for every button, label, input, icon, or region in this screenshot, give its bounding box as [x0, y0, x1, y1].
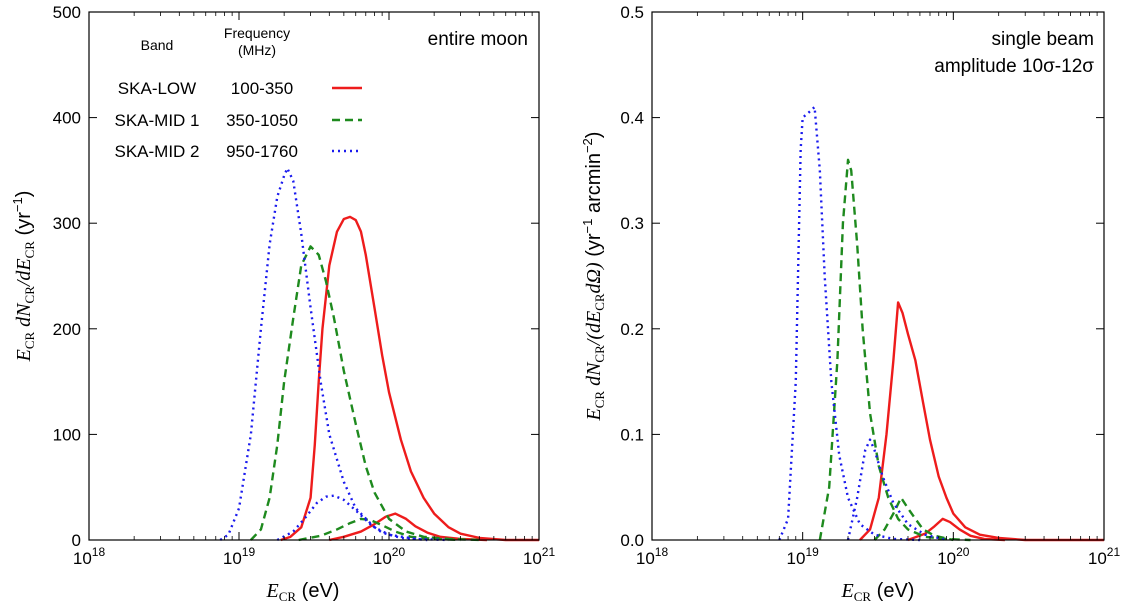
- legend-band-label: SKA-MID 2: [114, 142, 199, 161]
- x-tick-label: 1019: [787, 545, 820, 568]
- legend-frequency-label: 950-1760: [226, 142, 298, 161]
- y-axis-label: ECR dNCR/dECR (yr−1): [10, 191, 37, 363]
- x-axis-subscript: CR: [854, 589, 872, 604]
- tick-layer: 1018 1019 1020 1021 0 100 200 300 400 500: [53, 3, 556, 568]
- x-axis-label: ECR (eV): [841, 580, 915, 604]
- panel-single-beam: 1018 1019 1020 1021 0.0 0.1 0.2 0.3 0.4 0.5 singl…: [580, 3, 1120, 604]
- panel-label-line2: amplitude 10σ-12σ: [934, 56, 1094, 77]
- x-tick-label: 1020: [373, 545, 406, 568]
- legend-frequency-label: 350-1050: [226, 111, 298, 130]
- x-axis-symbol: E: [841, 580, 854, 602]
- panel-label: entire moon: [428, 29, 528, 50]
- y-tick-label: 300: [53, 214, 81, 233]
- x-tick-label: 1019: [223, 545, 256, 568]
- y-tick-label: 0: [72, 531, 81, 550]
- y-tick-label: 200: [53, 320, 81, 339]
- x-tick-label: 1021: [523, 545, 556, 568]
- panel-label-line1: single beam: [992, 29, 1094, 50]
- y-tick-label: 0.5: [620, 3, 644, 22]
- x-tick-label: 1018: [636, 545, 669, 568]
- legend-header-unit: (MHz): [238, 42, 276, 58]
- x-axis-label: ECR (eV): [266, 580, 340, 604]
- series-line-ska-mid-2: [846, 438, 947, 542]
- legend-header-band: Band: [141, 37, 174, 53]
- x-axis-symbol: E: [266, 580, 279, 602]
- legend-header-frequency: Frequency: [224, 25, 290, 41]
- series-line-ska-mid-1: [818, 158, 971, 542]
- series-line-ska-low: [859, 301, 1104, 542]
- series-line-ska-mid-1: [873, 496, 954, 542]
- y-tick-label: 500: [53, 3, 81, 22]
- x-axis-unit: (eV): [871, 580, 914, 602]
- tick-layer: 1018 1019 1020 1021 0.0 0.1 0.2 0.3 0.4 0.5: [620, 3, 1120, 568]
- y-tick-label: 0.1: [620, 425, 644, 444]
- y-tick-label: 100: [53, 425, 81, 444]
- series-line-ska-mid-2: [276, 494, 428, 542]
- series-line-ska-low: [329, 512, 488, 542]
- series-line-ska-mid-1: [250, 245, 480, 542]
- y-tick-label: 0.0: [620, 531, 644, 550]
- y-tick-label: 400: [53, 109, 81, 128]
- x-axis-subscript: CR: [279, 589, 297, 604]
- x-axis-unit: (eV): [296, 580, 339, 602]
- plot-frame: [651, 11, 1105, 541]
- x-tick-label: 1021: [1088, 545, 1121, 568]
- y-axis-label: ECR dNCR/(dECRdΩ) (yr−1 arcmin−2): [580, 132, 607, 422]
- panel-entire-moon: 1018 1019 1020 1021 0 100 200 300 400 500 entire …: [10, 3, 555, 604]
- series-layer: [778, 105, 1104, 542]
- series-line-ska-mid-2: [219, 167, 449, 542]
- legend-frequency-label: 100-350: [231, 79, 293, 98]
- y-tick-label: 0.3: [620, 214, 644, 233]
- legend-band-label: SKA-LOW: [118, 79, 196, 98]
- y-tick-label: 0.4: [620, 109, 644, 128]
- series-line-ska-low: [280, 215, 539, 542]
- x-tick-label: 1020: [937, 545, 970, 568]
- legend-band-label: SKA-MID 1: [114, 111, 199, 130]
- x-tick-label: 1018: [73, 545, 106, 568]
- series-layer: [219, 167, 539, 542]
- legend: Band Frequency (MHz) SKA-LOW 100-350 SKA…: [114, 25, 362, 161]
- series-line-ska-mid-2: [778, 105, 920, 542]
- plot-frame: [88, 11, 540, 541]
- y-tick-label: 0.2: [620, 320, 644, 339]
